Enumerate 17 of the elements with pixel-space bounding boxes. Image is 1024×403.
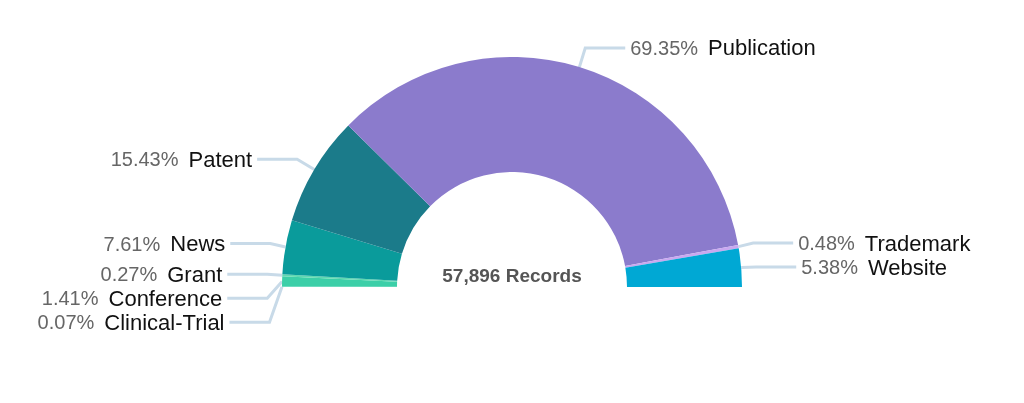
slice-label: Grant — [167, 261, 223, 287]
data-label: 69.35% — [630, 36, 699, 59]
data-label: 15.43% — [110, 148, 179, 171]
data-label: 5.38% — [801, 256, 859, 279]
slice-label: Website — [867, 254, 948, 280]
slice-label: Trademark — [864, 230, 972, 256]
slice-label: Clinical-Trial — [104, 309, 225, 335]
data-label: 1.41% — [41, 287, 99, 310]
data-label: 0.48% — [798, 232, 856, 255]
text: 57,896 Records — [442, 265, 582, 286]
data-label: 7.61% — [103, 232, 161, 255]
slice-label: News — [170, 231, 226, 257]
data-label: 0.27% — [100, 263, 158, 286]
slice-label: Patent — [188, 146, 253, 172]
slice-label: Conference — [108, 285, 223, 311]
data-label: 0.07% — [37, 311, 95, 334]
slice-label: Publication — [708, 35, 816, 61]
